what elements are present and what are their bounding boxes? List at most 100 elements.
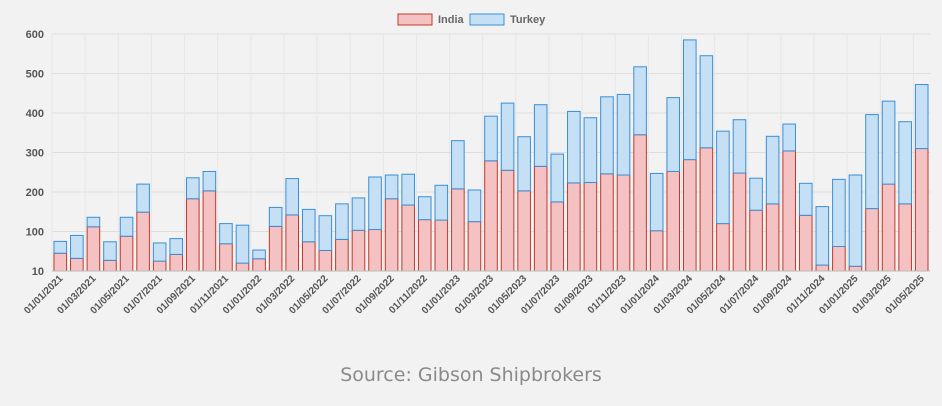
bar-india (616, 174, 631, 272)
bar-india (169, 253, 184, 272)
bar-turkey (384, 174, 399, 200)
bar-india (186, 198, 200, 272)
y-tick-label: 100 (26, 227, 44, 239)
bar-turkey (649, 172, 664, 232)
bar-turkey (268, 206, 283, 227)
bar-india (815, 264, 830, 272)
bar-india (86, 226, 101, 272)
bar-india (252, 258, 266, 272)
bar-india (285, 214, 300, 272)
bar-turkey (70, 234, 84, 259)
bar-turkey (235, 224, 250, 264)
bar-turkey (616, 93, 631, 176)
bar-turkey (451, 140, 465, 190)
bar-india (765, 203, 780, 272)
bar-turkey (699, 55, 714, 149)
stacked-bar-chart: 1010020030040050060001/01/202101/03/2021… (22, 13, 930, 317)
y-tick-label: 500 (26, 69, 44, 81)
y-tick-label: 10 (32, 266, 44, 278)
bar-turkey (716, 130, 730, 225)
bar-turkey (368, 176, 382, 231)
bar-india (699, 147, 714, 272)
bar-india (749, 209, 763, 272)
bar-turkey (732, 119, 747, 174)
bar-india (451, 188, 465, 272)
bar-turkey (550, 153, 565, 203)
legend-label: Turkey (510, 14, 546, 26)
bar-turkey (401, 173, 415, 206)
y-tick-label: 200 (26, 187, 44, 199)
bar-india (103, 259, 117, 272)
bar-turkey (252, 249, 266, 260)
bar-india (368, 229, 382, 272)
bar-india (881, 183, 896, 272)
bar-turkey (898, 121, 912, 205)
bar-turkey (881, 100, 896, 185)
bar-india (219, 243, 233, 272)
legend-swatch (469, 13, 505, 26)
bar-india (152, 260, 167, 272)
bar-india (898, 203, 912, 272)
bar-turkey (186, 177, 200, 200)
bar-turkey (351, 197, 366, 231)
bar-turkey (169, 238, 184, 255)
bar-india (434, 219, 449, 272)
bar-turkey (682, 39, 697, 161)
bar-india (649, 230, 664, 272)
bar-turkey (152, 242, 167, 262)
bar-turkey (782, 123, 796, 152)
bar-turkey (914, 84, 929, 150)
bar-turkey (815, 206, 830, 266)
bar-turkey (86, 216, 101, 228)
bar-india (384, 198, 399, 272)
bar-india (268, 225, 283, 272)
bar-india (583, 182, 598, 272)
bar-india (550, 201, 565, 272)
bar-india (53, 252, 68, 272)
bar-turkey (848, 174, 863, 267)
bar-india (865, 208, 879, 272)
bar-turkey (53, 240, 68, 254)
bar-india (832, 246, 846, 272)
bar-india (335, 238, 349, 272)
bar-turkey (865, 114, 879, 210)
bar-india (716, 223, 730, 272)
legend-label: India (438, 14, 465, 26)
bar-india (318, 249, 333, 272)
bar-turkey (583, 117, 598, 184)
bar-turkey (500, 102, 515, 171)
bar-turkey (749, 177, 763, 211)
bar-india (600, 173, 614, 272)
bar-india (119, 235, 134, 272)
bar-india (682, 159, 697, 272)
bar-turkey (533, 104, 548, 167)
source-caption: Source: Gibson Shipbrokers (340, 364, 602, 386)
bar-turkey (484, 115, 498, 162)
y-tick-label: 600 (26, 29, 44, 41)
bar-india (70, 257, 84, 272)
bar-turkey (103, 241, 117, 261)
bar-turkey (285, 178, 300, 216)
bar-turkey (318, 215, 333, 251)
bar-turkey (633, 66, 647, 136)
bar-turkey (434, 184, 449, 221)
bar-turkey (832, 178, 846, 248)
bar-turkey (467, 189, 482, 223)
bar-india (666, 170, 681, 272)
bar-turkey (119, 216, 134, 237)
bar-turkey (666, 97, 681, 172)
bar-india (782, 150, 796, 272)
gridlines (51, 33, 930, 272)
bar-india (301, 241, 316, 272)
bar-turkey (517, 136, 531, 192)
y-tick-label: 400 (26, 108, 44, 120)
bar-turkey (136, 183, 150, 213)
bar-india (732, 172, 747, 272)
y-tick-label: 300 (26, 148, 44, 160)
bar-turkey (301, 208, 316, 243)
bar-turkey (335, 203, 349, 240)
bar-turkey (600, 96, 614, 175)
bar-india (417, 219, 432, 272)
bar-india (401, 204, 415, 272)
